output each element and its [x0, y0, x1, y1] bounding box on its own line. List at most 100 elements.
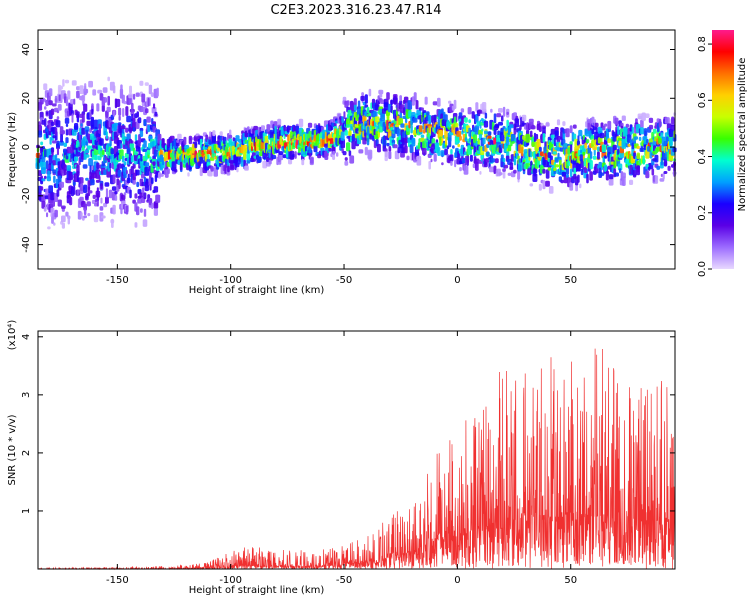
spectrogram-cell: [44, 118, 47, 127]
spectrogram-cell: [55, 120, 61, 128]
spectrogram-cell: [118, 180, 121, 190]
spectrogram-cell: [419, 119, 422, 125]
spectrogram-cell: [493, 165, 497, 174]
spectrogram-cell: [106, 106, 111, 113]
spectrogram-cell: [73, 186, 76, 195]
spectrogram-cell: [498, 172, 503, 176]
spectrogram-cell: [307, 122, 313, 128]
spectrogram-cell: [566, 174, 570, 179]
spectrogram-cell: [590, 135, 596, 140]
spectrogram-cell: [435, 124, 439, 132]
spectrogram-cell: [468, 119, 471, 124]
spectrogram-cell: [43, 175, 47, 179]
spectrogram-cell: [640, 119, 644, 129]
spectrogram-cell: [53, 175, 56, 183]
spectrogram-cell: [74, 156, 79, 162]
spectrogram-cell: [71, 80, 77, 86]
spectrogram-cell: [327, 146, 330, 154]
spectrogram-cell: [87, 213, 91, 217]
snr-y-tick-label: 1: [21, 508, 32, 514]
spectrogram-cell: [380, 112, 385, 122]
spectrogram-cell: [143, 120, 147, 126]
spectrogram-cell: [136, 181, 140, 188]
spectrogram-cell: [645, 149, 650, 159]
spectrogram-cell: [599, 132, 605, 139]
spectrogram-cell: [112, 174, 116, 184]
spectrogram-cell: [167, 168, 170, 175]
spectrogram-cell: [377, 143, 381, 153]
spectrogram-cell: [473, 134, 478, 144]
spectrogram-cell: [156, 87, 159, 97]
spectrogram-cell: [153, 186, 159, 193]
spectrogram-cell: [139, 130, 144, 137]
spectrogram-cell: [142, 219, 148, 227]
spectrogram-cell: [652, 141, 657, 147]
spectrogram-cell: [92, 194, 96, 199]
spectrogram-cell: [380, 99, 385, 104]
spectrogram-cell: [404, 136, 408, 144]
spectrogram-cell: [48, 155, 53, 165]
spectrogram-cell: [209, 157, 215, 161]
spectrogram-y-axis-label: Frequency (Hz): [7, 112, 18, 188]
spectrogram-cell: [132, 117, 136, 128]
snr-x-ticks: -150 -100 -50 0 50: [106, 331, 577, 586]
spectrogram-cell: [67, 90, 71, 100]
spectrogram-cell: [332, 150, 336, 155]
spectrogram-x-ticks: -150 -100 -50 0 50: [106, 30, 577, 286]
spectrogram-cell: [158, 173, 164, 177]
spectrogram-cell: [577, 135, 580, 145]
spectrogram-cell: [340, 131, 345, 141]
spectrogram-cell: [353, 98, 357, 106]
spectrogram-cell: [199, 167, 203, 177]
spectrogram-cell: [332, 153, 336, 160]
spectrogram-cell: [625, 123, 629, 128]
spectrogram-cell: [228, 138, 233, 146]
snr-panel: -150 -100 -50 0 50 1 2 3 4 Height of straight l…: [7, 320, 676, 596]
spectrogram-cell: [373, 111, 378, 118]
spectrogram-cell: [91, 172, 97, 179]
spectrogram-cell: [81, 94, 86, 102]
spectrogram-cell: [654, 175, 659, 184]
spectrogram-cell: [641, 112, 646, 121]
spectrogram-cell: [298, 118, 304, 128]
spectrogram-cell: [87, 147, 90, 151]
spectrogram-cell: [348, 150, 352, 157]
spectrogram-cell: [268, 159, 272, 165]
spectrogram-cell: [474, 125, 479, 135]
spectrogram-cell: [259, 151, 263, 157]
spectrogram-cell: [151, 202, 154, 210]
spectrogram-cell: [83, 184, 88, 193]
spectrogram-cell: [528, 118, 534, 124]
spectrogram-cell: [63, 142, 67, 147]
spectrogram-cell: [353, 103, 357, 111]
spectrogram-cell: [65, 137, 69, 144]
spectrogram-cell: [379, 91, 383, 98]
spectrogram-cell: [390, 105, 393, 114]
spectrogram-cell: [136, 206, 140, 216]
spectrogram-cell: [656, 146, 661, 152]
spectrogram-cell: [105, 188, 108, 198]
spectrogram-cell: [597, 146, 600, 152]
spectrogram-cell: [41, 167, 46, 174]
spectrogram-cell: [46, 212, 49, 218]
spectrogram-cell: [634, 136, 639, 140]
spectrogram-y-tick-label: 40: [21, 43, 32, 56]
spectrogram-cell: [111, 218, 114, 228]
spectrogram-cell: [212, 130, 216, 137]
spectrogram-cell: [502, 168, 506, 172]
spectrogram-cell: [360, 95, 365, 101]
spectrogram-cell: [629, 179, 634, 185]
colorbar-tick-label: 0.4: [697, 149, 708, 165]
spectrogram-cell: [95, 190, 101, 198]
spectrogram-cell: [114, 195, 118, 201]
spectrogram-cell: [542, 168, 546, 174]
spectrogram-cell: [617, 163, 623, 171]
spectrogram-cell: [420, 134, 425, 139]
spectrogram-cell: [621, 176, 626, 186]
colorbar: 0.0 0.2 0.4 0.6 0.8 Normalized spectral ampl…: [697, 30, 748, 277]
spectrogram-cell: [392, 144, 398, 149]
spectrogram-cell: [227, 165, 230, 173]
spectrogram-cell: [287, 134, 290, 142]
spectrogram-cell: [556, 146, 561, 152]
spectrogram-cell: [509, 162, 514, 169]
